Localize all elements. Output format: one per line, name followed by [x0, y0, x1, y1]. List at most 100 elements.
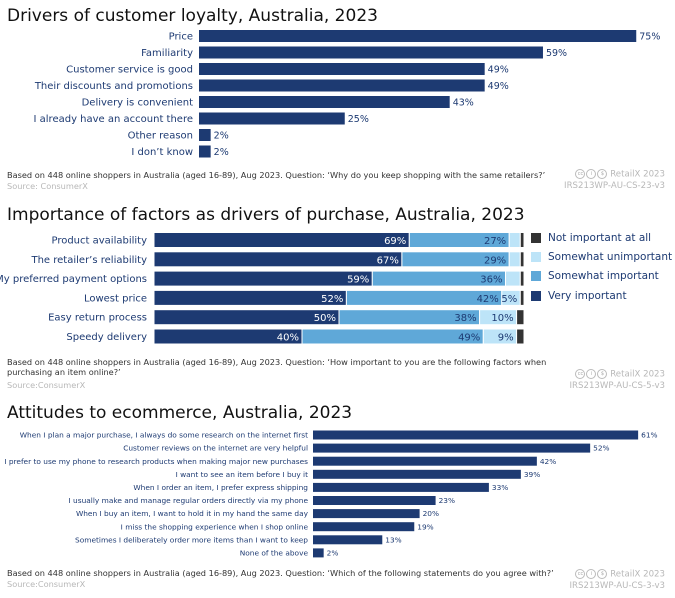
cc-icon: cc [575, 169, 586, 179]
data-label: 40% [277, 333, 299, 344]
bar [313, 548, 324, 558]
by-icon: i [586, 169, 597, 179]
legend-label: Somewhat unimportant [548, 250, 673, 263]
category-label: Familiarity [141, 48, 193, 59]
data-label: 10% [491, 313, 513, 324]
bar-segment [519, 232, 525, 248]
chart-code: IRS213WP-AU-CS-5-v3 [569, 380, 665, 391]
chart-title: Importance of factors as drivers of purc… [7, 205, 525, 225]
bar [313, 509, 420, 519]
bar [313, 482, 489, 492]
legend-label: Somewhat important [548, 270, 659, 283]
bar-segment [519, 289, 525, 306]
cc-icon: cc [575, 569, 586, 579]
data-label: 2% [214, 130, 229, 141]
bar-segment [516, 328, 525, 345]
data-label: 75% [639, 31, 660, 42]
data-label: 67% [377, 255, 399, 266]
category-label: Speedy delivery [66, 332, 147, 343]
data-label: 50% [314, 313, 336, 324]
bar [199, 129, 211, 141]
by-icon: i [586, 569, 597, 579]
chart-code: IRS213WP-AU-CS-3-v3 [569, 580, 665, 591]
data-label: 69% [384, 236, 406, 247]
bar [313, 430, 639, 440]
chart-purchase-drivers: Importance of factors as drivers of purc… [0, 205, 672, 392]
legend-label: Very important [548, 289, 627, 302]
data-label: 43% [453, 97, 474, 108]
data-label: 36% [480, 275, 502, 286]
legend-swatch [531, 251, 541, 262]
bar-segment [519, 270, 525, 287]
bar [313, 535, 383, 545]
category-label: Customer service is good [66, 65, 193, 76]
brand-block: cc i $ RetailX 2023 IRS213WP-AU-CS-5-v3 [570, 369, 665, 392]
category-label: Customer reviews on the internet are ver… [123, 444, 308, 453]
data-label: 13% [385, 535, 401, 544]
legend-swatch [531, 290, 541, 301]
legend-item: Somewhat unimportant [531, 247, 672, 266]
brand-block: cc i $ RetailX 2023 IRS213WP-AU-CS-3-v3 [570, 569, 665, 592]
data-label: 9% [498, 333, 514, 344]
category-label: I already have an account there [34, 114, 193, 125]
category-label: Product availability [51, 236, 147, 247]
legend-item: Very important [531, 286, 672, 305]
bar [199, 79, 485, 92]
legend-swatch [531, 271, 541, 282]
data-label: 2% [327, 548, 339, 557]
data-label: 52% [593, 444, 609, 453]
data-label: 2% [214, 147, 229, 158]
data-label: 52% [321, 294, 343, 305]
data-label: 49% [458, 333, 480, 344]
category-label: I don’t know [131, 147, 193, 158]
nc-icon: $ [597, 569, 608, 579]
by-icon: i [586, 369, 597, 379]
chart-source: Source:ConsumerX [7, 579, 86, 589]
nc-icon: $ [597, 169, 608, 179]
brand-block: cc i $ RetailX 2023 IRS213WP-AU-CS-23-v3 [564, 169, 665, 192]
category-label: Easy return process [48, 313, 147, 324]
category-label: When I plan a major purchase, I always d… [20, 431, 308, 440]
data-label: 33% [492, 483, 508, 492]
data-label: 19% [417, 522, 433, 531]
data-label: 59% [347, 275, 369, 286]
bar [313, 522, 415, 532]
data-label: 23% [439, 496, 455, 505]
category-label: Other reason [128, 131, 193, 142]
brand-name: RetailX 2023 [610, 169, 665, 180]
nc-icon: $ [597, 369, 608, 379]
data-label: 29% [484, 255, 506, 266]
data-label: 38% [454, 313, 476, 324]
legend-item: Somewhat important [531, 267, 672, 286]
chart-note: Based on 448 online shoppers in Australi… [7, 568, 554, 578]
data-label: 42% [477, 294, 499, 305]
chart-code: IRS213WP-AU-CS-23-v3 [564, 180, 665, 191]
category-label: I miss the shopping experience when I sh… [121, 522, 309, 531]
legend-swatch [531, 232, 541, 243]
bar [199, 46, 543, 59]
legend: Not important at all Somewhat unimportant… [531, 228, 672, 305]
category-label: Sometimes I deliberately order more item… [75, 535, 308, 544]
stacked-bar-chart-purchase: Product availability 69% 27% The retailer’s… [0, 232, 525, 345]
category-label: My preferred payment options [0, 274, 147, 285]
category-label: I prefer to use my phone to research pro… [4, 457, 308, 466]
category-label: Delivery is convenient [82, 98, 193, 109]
category-label: Lowest price [84, 293, 147, 304]
data-label: 49% [488, 81, 509, 92]
bar [199, 112, 345, 125]
cc-icon: cc [575, 369, 586, 379]
bar [313, 469, 521, 479]
bar-segment [516, 309, 525, 326]
bar [199, 30, 637, 42]
data-label: 5% [501, 294, 517, 305]
brand-name: RetailX 2023 [610, 569, 665, 580]
chart-source: Source: ConsumerX [7, 181, 88, 191]
bar-segment [519, 251, 525, 268]
chart-note: Based on 448 online shoppers in Australi… [7, 357, 549, 377]
bar [313, 456, 537, 466]
bar [199, 63, 485, 75]
bar [313, 496, 436, 505]
data-label: 39% [524, 470, 540, 479]
bar [199, 145, 211, 158]
